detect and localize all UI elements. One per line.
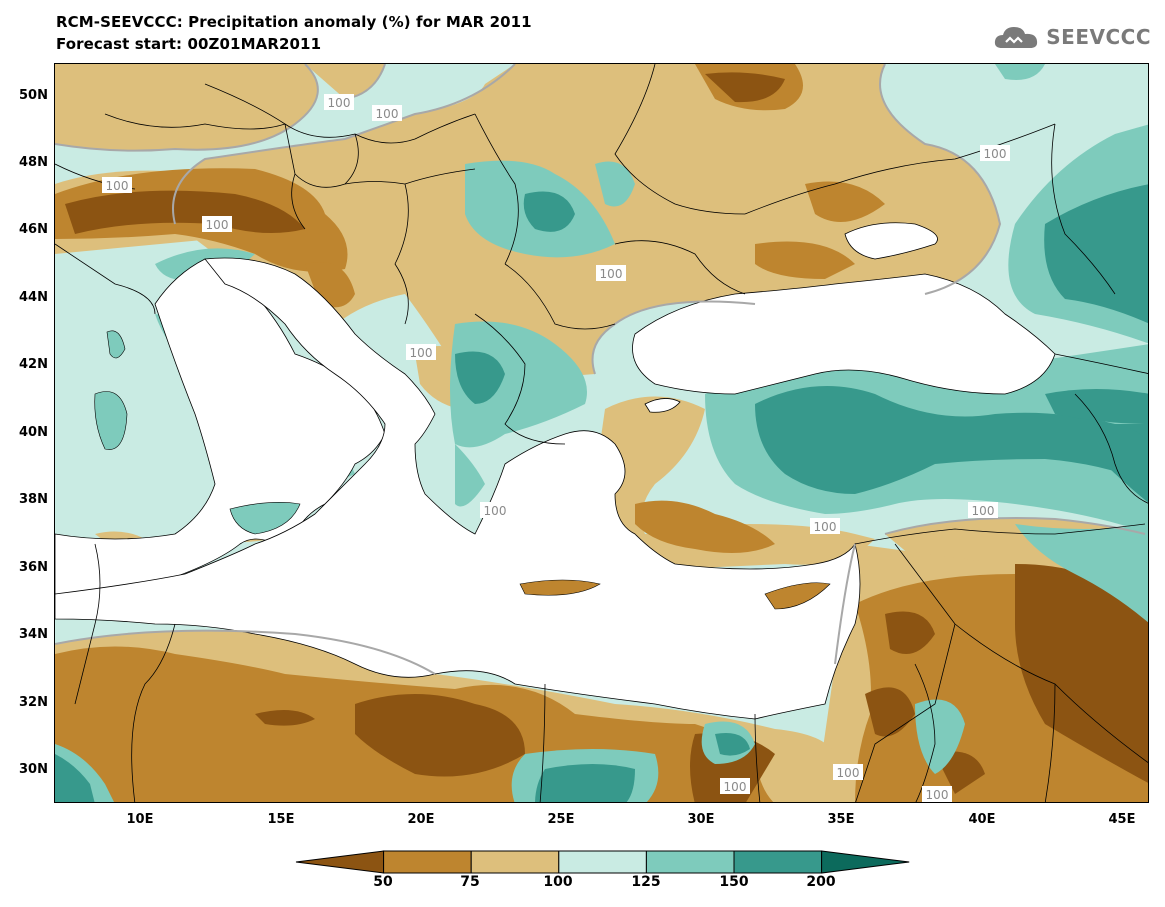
contour-label-100: 100 [372, 105, 402, 121]
sea-areas [55, 222, 1056, 720]
contour-100-lines [55, 64, 1146, 675]
contour-label-100: 100 [480, 502, 510, 518]
lat-label-32n: 32N [19, 695, 48, 710]
lat-label-30n: 30N [19, 762, 48, 777]
anomaly-fill-below-50 [65, 72, 1148, 802]
svg-text:100: 100 [972, 504, 995, 518]
chart-title: RCM-SEEVCCC: Precipitation anomaly (%) f… [56, 13, 532, 31]
contour-label-100: 100 [596, 265, 626, 281]
sardinia [94, 391, 128, 450]
lon-label-30e: 30E [687, 812, 715, 827]
lat-label-42n: 42N [19, 357, 48, 372]
color-legend [295, 850, 910, 874]
legend-label-200: 200 [806, 874, 836, 890]
cloud-icon [995, 27, 1038, 48]
contour-label-100: 100 [406, 344, 436, 360]
legend-label-125: 125 [631, 874, 661, 890]
map-panel: 100 100 100 100 100 100 100 100 100 100 100 100 100 [54, 63, 1149, 803]
lat-label-50n: 50N [19, 88, 48, 103]
contour-label-100: 100 [102, 177, 132, 193]
legend-label-150: 150 [719, 874, 749, 890]
islands [94, 330, 831, 610]
legend-label-75: 75 [460, 874, 480, 890]
contour-label-100: 100 [833, 764, 863, 780]
legend-swatch-1 [383, 850, 472, 874]
svg-text:100: 100 [376, 107, 399, 121]
legend-swatch-5 [733, 850, 823, 874]
chart-subtitle: Forecast start: 00Z01MAR2011 [56, 35, 322, 53]
lat-label-46n: 46N [19, 222, 48, 237]
cyprus [764, 582, 831, 610]
svg-text:100: 100 [600, 267, 623, 281]
svg-text:100: 100 [206, 218, 229, 232]
corsica [106, 330, 126, 359]
anomaly-map: 100 100 100 100 100 100 100 100 100 100 100 100 100 [55, 64, 1148, 802]
lon-label-40e: 40E [968, 812, 996, 827]
azov-sea [844, 222, 938, 260]
legend-swatch-3 [558, 850, 647, 874]
contour-labels: 100 100 100 100 100 100 100 100 100 100 100 100 100 [102, 94, 1010, 802]
lat-label-34n: 34N [19, 627, 48, 642]
lat-label-48n: 48N [19, 155, 48, 170]
svg-text:100: 100 [484, 504, 507, 518]
contour-label-100: 100 [980, 145, 1010, 161]
svg-text:100: 100 [926, 788, 949, 802]
contour-label-100: 100 [720, 778, 750, 794]
lon-label-10e: 10E [126, 812, 154, 827]
lat-label-36n: 36N [19, 560, 48, 575]
legend-label-100: 100 [543, 874, 573, 890]
crete [519, 579, 601, 596]
adriatic-ionian-aegean [55, 257, 861, 720]
lat-label-38n: 38N [19, 492, 48, 507]
sicily [229, 502, 301, 535]
legend-swatch-2 [470, 850, 560, 874]
lat-label-44n: 44N [19, 290, 48, 305]
contour-label-100: 100 [324, 94, 354, 110]
contour-label-100: 100 [202, 216, 232, 232]
lon-label-20e: 20E [407, 812, 435, 827]
svg-text:100: 100 [106, 179, 129, 193]
marmara-sea [644, 398, 681, 413]
lon-label-25e: 25E [547, 812, 575, 827]
contour-label-100: 100 [810, 518, 840, 534]
logo-text: SEEVCCC [1046, 25, 1151, 49]
legend-swatch-below-50 [295, 850, 385, 874]
lat-label-40n: 40N [19, 425, 48, 440]
svg-text:100: 100 [410, 346, 433, 360]
anomaly-fill-150-200 [55, 184, 1148, 802]
svg-text:100: 100 [984, 147, 1007, 161]
contour-label-100: 100 [922, 786, 952, 802]
svg-text:100: 100 [814, 520, 837, 534]
lon-label-15e: 15E [267, 812, 295, 827]
legend-label-50: 50 [373, 874, 393, 890]
svg-text:100: 100 [724, 780, 747, 794]
seevccc-logo: SEEVCCC [992, 22, 1151, 52]
contour-label-100: 100 [968, 502, 998, 518]
lon-label-35e: 35E [827, 812, 855, 827]
svg-text:100: 100 [328, 96, 351, 110]
svg-text:100: 100 [837, 766, 860, 780]
lon-label-45e: 45E [1108, 812, 1136, 827]
black-sea [632, 273, 1056, 395]
legend-swatch-above-200 [821, 850, 910, 874]
legend-swatch-4 [645, 850, 735, 874]
